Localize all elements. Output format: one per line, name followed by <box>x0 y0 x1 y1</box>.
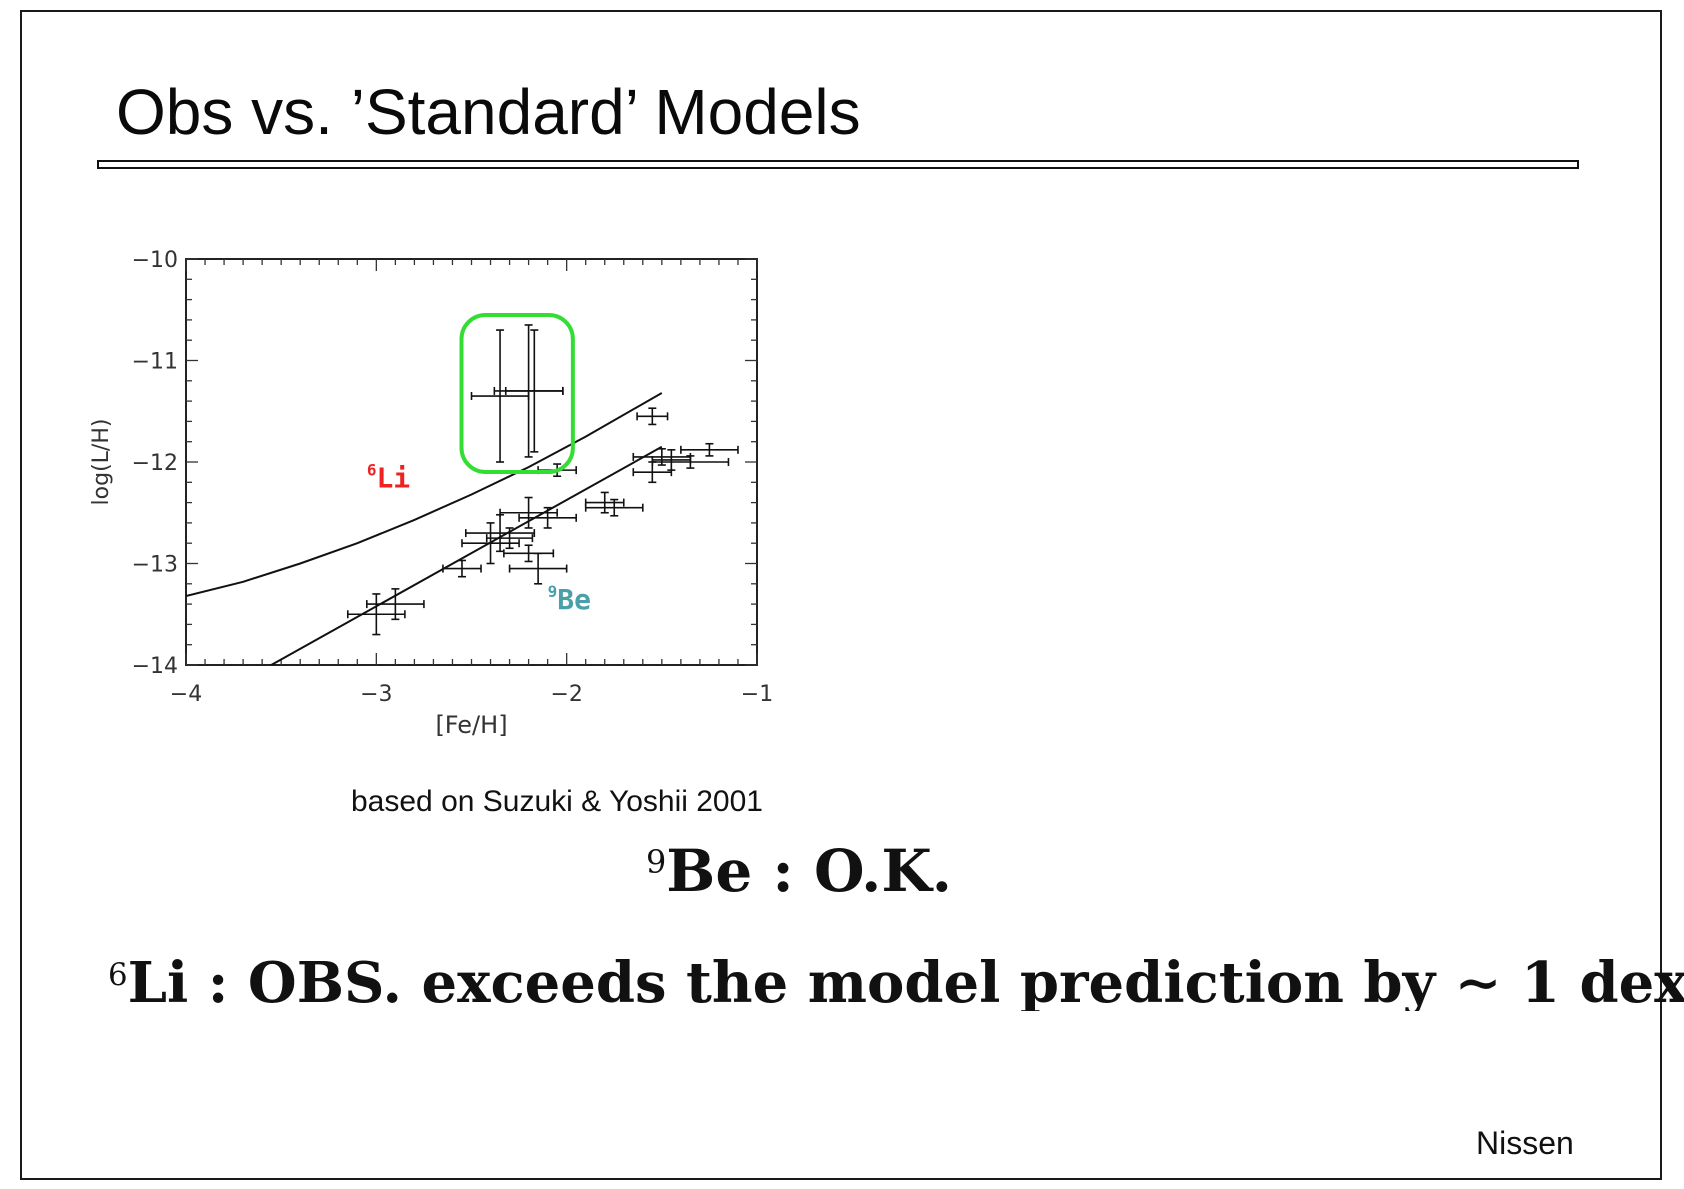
highlight-box <box>459 312 575 474</box>
series-label-li-text: Li <box>376 461 410 494</box>
model-curve-li <box>186 392 663 597</box>
x-tick-label: −3 <box>360 682 392 707</box>
y-tick-label: −12 <box>132 451 178 476</box>
be-statement-text: Be : O.K. <box>666 837 952 905</box>
series-label-be-text: Be <box>557 583 591 616</box>
li-statement-text: Li : OBS. exceeds the model prediction b… <box>127 955 1684 1011</box>
series-label-li: 6Li <box>367 460 410 494</box>
series-label-be: 9Be <box>548 582 591 616</box>
x-tick-label: −1 <box>741 682 773 707</box>
slide-frame <box>20 10 1662 1180</box>
model-curve-be <box>269 445 663 665</box>
y-tick-label: −13 <box>132 553 178 578</box>
y-tick-label: −14 <box>132 654 178 679</box>
y-tick-label: −10 <box>132 248 178 273</box>
x-tick-label: −4 <box>170 682 202 707</box>
x-tick-label: −2 <box>550 682 582 707</box>
x-axis-label: [Fe/H] <box>435 711 507 739</box>
series-label-be-sup: 9 <box>548 582 558 601</box>
title-rule <box>97 160 1579 169</box>
chart-caption: based on Suzuki & Yoshii 2001 <box>351 785 763 818</box>
be-superscript: 9 <box>646 843 667 882</box>
be-statement: 9Be : O.K. <box>646 842 952 900</box>
y-tick-label: −11 <box>132 350 178 375</box>
slide-title: Obs vs. ’Standard’ Models <box>116 76 861 148</box>
li-statement: 6Li : OBS. exceeds the model prediction … <box>108 955 1684 1011</box>
series-label-li-sup: 6 <box>367 460 377 479</box>
y-axis-label: log(L/H) <box>89 419 114 506</box>
li-superscript: 6 <box>108 957 128 994</box>
author-name: Nissen <box>1476 1125 1574 1161</box>
